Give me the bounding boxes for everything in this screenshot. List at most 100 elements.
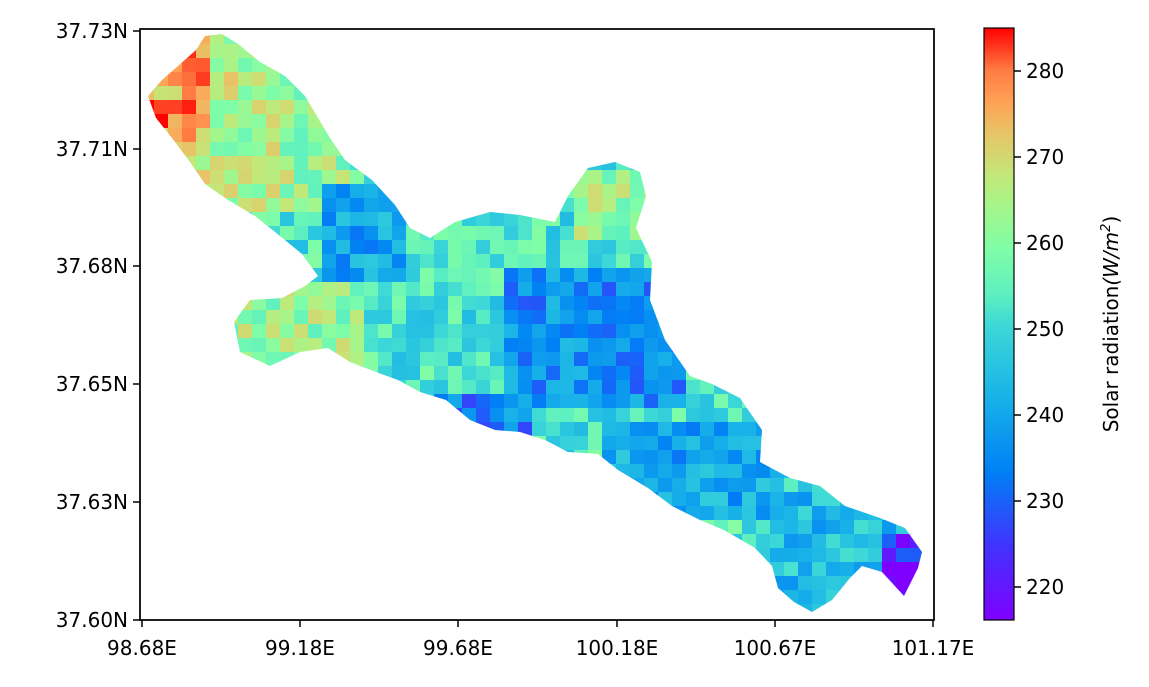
raster-cell <box>700 464 715 479</box>
raster-cell <box>308 310 323 325</box>
raster-cell <box>532 296 547 311</box>
raster-cell <box>280 338 295 353</box>
raster-cell <box>350 240 365 255</box>
raster-cell <box>546 338 561 353</box>
raster-cell <box>322 282 337 297</box>
raster-cell <box>224 44 239 59</box>
raster-cell <box>588 310 603 325</box>
raster-cell <box>476 240 491 255</box>
raster-cell <box>434 366 449 381</box>
raster-cell <box>406 240 421 255</box>
colorbar-tick-label: 220 <box>1026 575 1064 599</box>
raster-cell <box>476 380 491 395</box>
raster-cell <box>826 534 841 549</box>
raster-cell <box>280 114 295 129</box>
raster-cell <box>392 338 407 353</box>
raster-cell <box>266 72 281 87</box>
raster-cell <box>504 310 519 325</box>
raster-cell <box>280 170 295 185</box>
raster-cell <box>910 548 922 563</box>
raster-cell <box>812 576 827 591</box>
raster-cell <box>588 422 603 437</box>
raster-cell <box>882 562 897 577</box>
raster-cell <box>238 156 253 171</box>
raster-cell <box>518 324 533 339</box>
raster-cell <box>476 366 491 381</box>
raster-cell <box>560 408 575 423</box>
raster-cell <box>266 114 281 129</box>
raster-cell <box>294 198 309 213</box>
raster-cell <box>168 86 183 101</box>
raster-cell <box>364 296 379 311</box>
raster-cell <box>630 184 645 199</box>
raster-cell <box>546 226 561 241</box>
raster-cell <box>210 86 225 101</box>
raster-cell <box>728 450 743 465</box>
raster-cell <box>280 296 295 311</box>
raster-cell <box>266 128 281 143</box>
raster-cell <box>602 268 617 283</box>
raster-cell <box>476 310 491 325</box>
raster-cell <box>630 464 645 479</box>
raster-cell <box>588 366 603 381</box>
raster-cell <box>308 170 323 185</box>
raster-cell <box>714 464 729 479</box>
raster-cell <box>308 282 323 297</box>
raster-cell <box>350 352 365 367</box>
colorbar-tick-label: 240 <box>1026 403 1064 427</box>
raster-cell <box>154 100 169 115</box>
raster-cell <box>196 156 211 171</box>
raster-cell <box>350 324 365 339</box>
raster-cell <box>798 506 813 521</box>
raster-cell <box>742 520 757 535</box>
raster-cell <box>336 254 351 269</box>
raster-cell <box>294 310 309 325</box>
raster-cell <box>280 212 295 227</box>
raster-cell <box>756 506 771 521</box>
raster-cell <box>518 296 533 311</box>
raster-cell <box>392 268 407 283</box>
raster-cell <box>714 506 729 521</box>
raster-cell <box>322 324 337 339</box>
raster-cell <box>714 408 729 423</box>
raster-cell <box>322 240 337 255</box>
raster-cell <box>392 366 407 381</box>
raster-cell <box>532 254 547 269</box>
raster-cell <box>616 170 631 185</box>
raster-cell <box>644 436 659 451</box>
x-tick-label: 99.18E <box>265 636 335 660</box>
raster-cell <box>798 548 813 563</box>
raster-cell <box>532 240 547 255</box>
raster-cell <box>420 310 435 325</box>
raster-cell <box>602 170 617 185</box>
raster-cell <box>784 506 799 521</box>
raster-cell <box>812 492 827 507</box>
raster-cell <box>420 296 435 311</box>
raster-cell <box>686 408 701 423</box>
raster-cell <box>560 380 575 395</box>
raster-cell <box>434 324 449 339</box>
raster-cell <box>308 324 323 339</box>
raster-cell <box>630 296 645 311</box>
raster-cell <box>602 198 617 213</box>
raster-cell <box>588 408 603 423</box>
raster-cell <box>644 422 659 437</box>
raster-cell <box>224 114 239 129</box>
y-tick-label: 37.68N <box>56 254 128 278</box>
raster-cell <box>742 506 757 521</box>
raster-cell <box>280 324 295 339</box>
raster-cell <box>518 226 533 241</box>
y-tick-label: 37.60N <box>56 608 128 632</box>
raster-cell <box>224 156 239 171</box>
raster-cell <box>532 366 547 381</box>
raster-cell <box>532 422 547 437</box>
raster-cell <box>616 254 631 269</box>
raster-cell <box>280 100 295 115</box>
raster-cell <box>308 212 323 227</box>
raster-cell <box>770 478 785 493</box>
raster-cell <box>532 324 547 339</box>
raster-cell <box>686 478 701 493</box>
raster-cell <box>182 86 197 101</box>
raster-cell <box>588 324 603 339</box>
raster-cell <box>518 254 533 269</box>
